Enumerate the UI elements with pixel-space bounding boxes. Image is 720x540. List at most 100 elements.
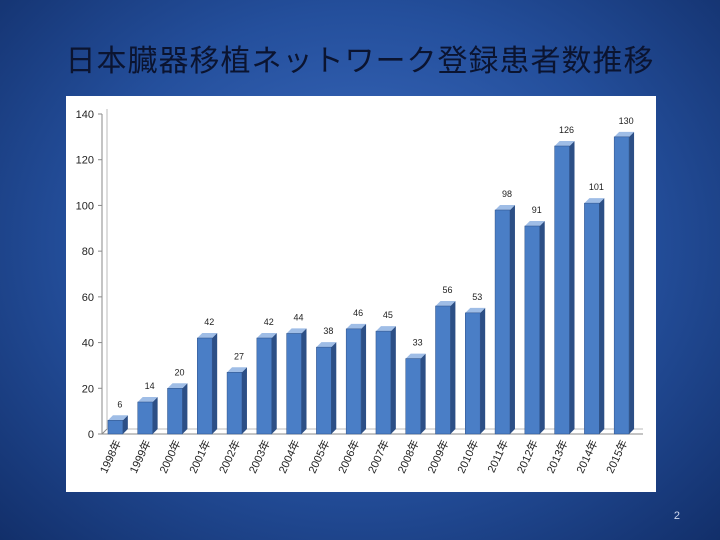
data-label: 27 xyxy=(234,351,244,361)
bar-side xyxy=(152,397,158,434)
bar xyxy=(286,333,302,435)
y-tick-label: 80 xyxy=(82,246,94,258)
bar xyxy=(375,330,392,435)
data-label: 33 xyxy=(413,338,423,348)
x-tick-label: 2000年 xyxy=(156,437,184,475)
data-label: 130 xyxy=(619,116,634,126)
data-label: 98 xyxy=(502,189,512,199)
bar xyxy=(107,420,124,435)
bar-side xyxy=(331,342,337,434)
bar-side xyxy=(599,198,605,434)
bar-top xyxy=(346,323,367,329)
bar-side xyxy=(122,415,128,434)
bar-side xyxy=(480,307,486,434)
bar xyxy=(226,372,243,435)
bar-side xyxy=(509,205,515,434)
x-tick-label: 2015年 xyxy=(603,437,631,475)
bar-side xyxy=(301,328,307,434)
data-label: 101 xyxy=(589,182,604,192)
bar xyxy=(316,346,332,435)
bar-side xyxy=(390,326,396,434)
bar-top xyxy=(197,333,218,338)
x-tick-label: 1998年 xyxy=(96,437,124,475)
bar-top xyxy=(375,326,396,332)
data-label: 6 xyxy=(117,399,122,409)
x-tick-label: 2006年 xyxy=(335,437,363,475)
x-tick-label: 2010年 xyxy=(454,437,482,475)
bar-side xyxy=(182,383,188,434)
bar-side xyxy=(420,353,426,434)
floor-edge-left xyxy=(101,428,108,435)
x-tick-label: 2012年 xyxy=(513,437,541,475)
y-tick-label: 140 xyxy=(76,109,94,121)
bar-side xyxy=(361,323,367,434)
bar xyxy=(554,145,570,435)
y-tick-label: 0 xyxy=(88,429,94,441)
y-tick-label: 100 xyxy=(76,200,94,212)
data-label: 53 xyxy=(472,292,482,302)
bar-top xyxy=(107,415,128,421)
bar xyxy=(256,337,272,435)
data-label: 14 xyxy=(145,381,155,391)
bar-top xyxy=(405,353,426,359)
data-label: 46 xyxy=(353,308,363,318)
x-tick-label: 2001年 xyxy=(186,437,214,475)
bar-top xyxy=(256,333,277,338)
page-number: 2 xyxy=(673,510,680,522)
chart-panel: 0 20 40 60 80 100 120 140 6 1998年 14 1999年 20 2000年 42… xyxy=(66,96,656,492)
data-label: 44 xyxy=(294,312,304,322)
x-tick-label: 2003年 xyxy=(245,437,273,475)
bar-side xyxy=(271,333,277,434)
bar-top xyxy=(554,141,575,146)
y-tick-label: 20 xyxy=(82,383,94,395)
bar-side xyxy=(450,301,456,434)
data-label: 38 xyxy=(323,326,333,336)
bar xyxy=(584,202,600,435)
y-tick-label: 40 xyxy=(82,338,94,350)
bar-side xyxy=(241,367,247,434)
x-tick-label: 2014年 xyxy=(573,437,601,475)
bar xyxy=(465,312,481,435)
bar-top xyxy=(227,367,247,373)
bar-top xyxy=(614,131,635,137)
data-label: 91 xyxy=(532,205,542,215)
bar-chart: 0 20 40 60 80 100 120 140 6 1998年 14 1999年 20 2000年 42… xyxy=(76,109,643,475)
bar xyxy=(345,328,362,435)
x-tick-label: 2005年 xyxy=(305,437,333,475)
bar-top xyxy=(435,301,456,306)
bar xyxy=(524,225,540,435)
bar xyxy=(167,388,183,435)
x-tick-label: 1999年 xyxy=(126,437,154,475)
bar-side xyxy=(212,333,218,434)
x-tick-label: 2004年 xyxy=(275,437,303,475)
data-label: 42 xyxy=(264,317,274,327)
bar xyxy=(613,136,630,435)
bar-side xyxy=(569,141,575,434)
x-tick-label: 2011年 xyxy=(484,437,511,474)
x-tick-label: 2002年 xyxy=(216,437,244,475)
bar-top xyxy=(524,221,545,226)
bar-top xyxy=(137,397,158,402)
bar-top xyxy=(167,383,188,389)
bar-top xyxy=(316,342,337,348)
bar-top xyxy=(465,307,486,313)
data-label: 126 xyxy=(559,125,574,135)
x-tick-label: 2013年 xyxy=(543,437,571,475)
bar xyxy=(494,209,511,435)
bar xyxy=(405,358,421,435)
y-tick-label: 60 xyxy=(82,292,94,304)
slide-title: 日本臓器移植ネットワーク登録患者数推移 xyxy=(65,44,655,79)
y-tick-label: 120 xyxy=(76,155,94,167)
bar-side xyxy=(629,131,635,434)
bar-top xyxy=(584,198,605,204)
bar-side xyxy=(539,221,545,434)
bar-top xyxy=(495,205,515,210)
bar xyxy=(435,305,451,435)
data-label: 42 xyxy=(204,317,214,327)
x-tick-label: 2009年 xyxy=(424,437,452,475)
x-tick-label: 2008年 xyxy=(394,437,422,475)
bar xyxy=(137,401,153,435)
bar xyxy=(197,337,213,435)
x-tick-label: 2007年 xyxy=(364,437,392,475)
data-label: 45 xyxy=(383,310,393,320)
